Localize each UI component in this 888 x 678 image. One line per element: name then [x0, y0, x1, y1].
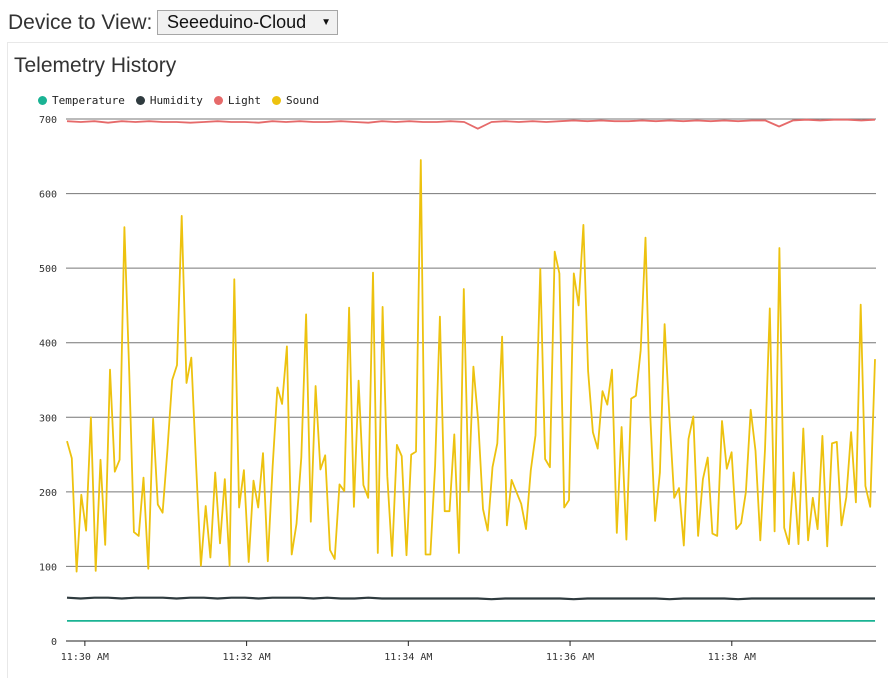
device-select[interactable]: Seeeduino-Cloud ▼ — [157, 10, 338, 35]
legend-label: Humidity — [149, 93, 203, 107]
chevron-down-icon: ▼ — [321, 17, 331, 28]
legend-item-temperature[interactable]: Temperature — [38, 94, 125, 107]
legend-label: Temperature — [52, 93, 125, 107]
y-tick-label: 700 — [39, 115, 57, 126]
y-tick-label: 500 — [39, 264, 57, 275]
telemetry-panel — [7, 42, 888, 678]
legend-dot-icon — [213, 95, 223, 105]
x-tick-label: 11:38 AM — [708, 652, 756, 663]
y-tick-label: 600 — [39, 190, 57, 201]
x-tick-label: 11:34 AM — [384, 652, 432, 663]
y-tick-label: 300 — [39, 413, 57, 424]
device-label: Device to View: — [8, 11, 153, 34]
legend-item-humidity[interactable]: Humidity — [135, 93, 203, 107]
chart-legend: Temperature Humidity Light Sound — [38, 93, 330, 107]
series-line-humidity — [66, 596, 875, 601]
series-line-sound — [66, 159, 876, 573]
x-tick-label: 11:30 AM — [61, 652, 109, 663]
legend-dot-icon — [271, 95, 281, 105]
legend-label: Sound — [285, 93, 320, 107]
device-select-value: Seeeduino-Cloud — [167, 12, 307, 32]
legend-dot-icon — [135, 95, 145, 105]
y-tick-label: 400 — [39, 339, 57, 350]
x-tick-label: 11:36 AM — [546, 652, 594, 663]
legend-dot-icon — [38, 95, 47, 105]
top-bar: Device to View: Seeeduino-Cloud ▼ — [0, 0, 888, 42]
x-tick-label: 11:32 AM — [223, 652, 271, 663]
legend-label: Light — [227, 93, 261, 107]
legend-item-light[interactable]: Light — [213, 93, 261, 107]
y-tick-label: 200 — [39, 488, 57, 499]
legend-item-sound[interactable]: Sound — [271, 93, 320, 107]
panel-title: Telemetry History — [14, 54, 177, 77]
series-line-light — [66, 118, 876, 130]
y-tick-label: 100 — [39, 562, 57, 573]
y-tick-label: 0 — [51, 637, 57, 648]
